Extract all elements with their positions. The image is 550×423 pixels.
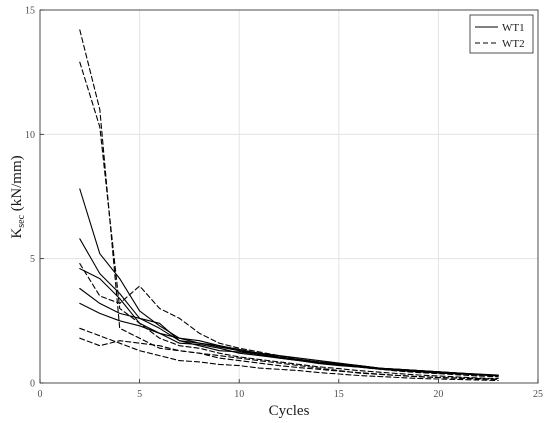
legend-label-wt2: WT2 [502,38,525,50]
chart-series [79,29,499,382]
y-axis-label-main: K [9,228,25,239]
y-tick-label: 10 [25,130,35,141]
plot-area-frame [39,9,539,384]
series-line-wt2-7 [79,61,499,380]
y-tick-label: 15 [25,6,35,17]
series-line-wt1-3 [79,268,499,377]
x-tick-label: 25 [533,389,543,400]
x-tick-label: 10 [234,389,244,400]
y-axis-label-subscript: sec [16,214,27,227]
series-line-wt1-1 [79,188,499,377]
series-line-wt1-2 [79,238,499,377]
series-line-wt1-4 [79,287,499,376]
series-line-wt2-9 [79,327,499,382]
y-axis-label-unit: (kN/mm) [9,155,25,215]
legend: WT1 WT2 [469,14,534,54]
x-tick-label: 15 [334,389,344,400]
y-tick-label: 5 [30,254,35,265]
series-line-wt1-5 [79,302,499,377]
series-line-wt2-10 [79,337,499,381]
legend-label-wt1: WT1 [502,22,525,34]
x-axis-label: Cycles [269,403,310,419]
legend-box [469,14,534,54]
y-axis-label: Ksec (kN/mm) [9,155,27,238]
series-line-wt2-8 [79,263,499,378]
axis-ticks: 0 5 10 15 20 25 0 5 10 15 [25,6,543,401]
x-tick-label: 0 [38,389,43,400]
grid-lines [39,9,539,384]
x-tick-label: 5 [137,389,142,400]
x-tick-label: 20 [433,389,443,400]
y-tick-label: 0 [30,379,35,390]
